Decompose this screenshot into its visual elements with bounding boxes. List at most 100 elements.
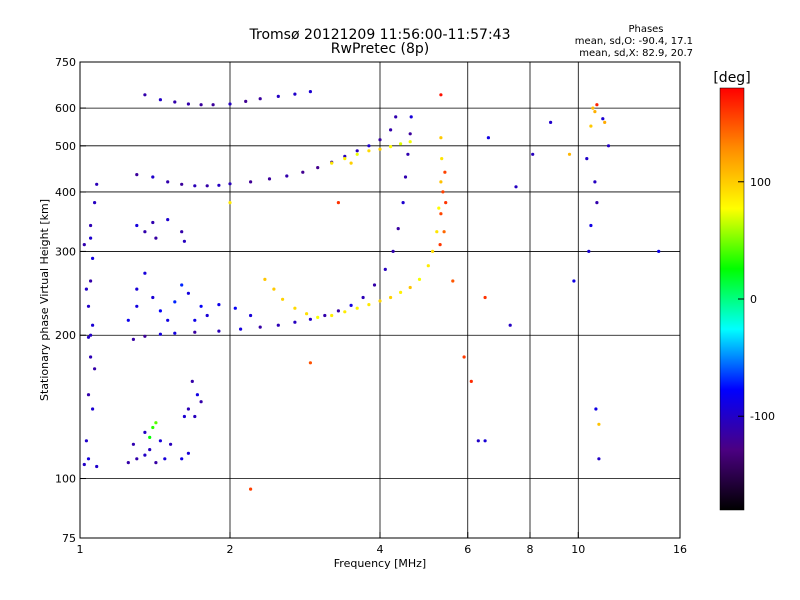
data-point [199,400,203,404]
data-point [476,439,480,443]
data-point [195,393,199,397]
data-point [89,355,93,359]
data-point [205,184,209,188]
data-point [258,97,262,101]
data-point [163,457,167,461]
data-point [89,279,93,283]
data-point [572,279,576,283]
x-tick-label: 2 [227,543,234,556]
data-point [199,103,203,107]
chart-subtitle: RwPretec (8p) [331,41,429,57]
data-point [228,102,232,106]
data-point [173,331,177,335]
data-point [193,414,197,419]
data-point [442,230,446,234]
data-point [86,457,91,461]
data-point [293,320,297,324]
data-point [606,144,611,148]
data-point [372,283,377,287]
data-point [135,457,139,461]
data-point [367,144,371,148]
data-point [95,464,99,469]
data-point [439,136,443,140]
data-point [589,223,593,228]
colorbar-tick-label: -100 [750,410,775,423]
data-point [587,249,591,253]
data-point [316,166,320,170]
data-point [514,185,518,189]
data-point [180,230,184,234]
data-point [378,138,382,142]
data-point [441,190,445,194]
data-point [93,201,97,205]
data-point [148,435,152,439]
data-point [126,461,130,465]
data-point [361,295,365,300]
colorbar-tick-label: 0 [750,293,757,306]
data-point [336,201,340,205]
data-point [389,145,393,149]
y-tick-label: 400 [55,186,76,199]
data-point [151,175,155,179]
data-point [93,367,97,371]
data-point [86,335,91,339]
data-point [151,220,155,225]
data-point [239,327,243,331]
data-point [151,295,155,300]
data-point [186,291,190,295]
data-point [233,306,237,310]
data-point [193,184,197,188]
data-point [567,152,572,156]
data-point [308,90,312,94]
data-point [228,182,232,186]
data-point [89,223,93,228]
data-point [389,295,393,300]
data-point [440,157,444,161]
data-point [408,132,412,136]
x-tick-label: 4 [377,543,384,556]
data-point [173,100,177,104]
data-point [301,170,305,174]
y-tick-label: 300 [55,245,76,258]
data-point [276,94,280,98]
data-point [180,457,184,461]
x-tick-label: 8 [527,543,534,556]
data-point [383,267,387,271]
data-point [143,230,147,234]
data-point [367,303,371,307]
data-point [439,180,443,184]
data-point [439,93,443,97]
data-point [330,161,334,165]
data-point [166,180,170,184]
data-point [451,279,455,283]
data-point [272,287,276,291]
y-tick-label: 75 [62,532,76,545]
data-point [593,180,597,184]
data-point [249,487,253,491]
data-point [483,295,487,300]
chart-title: Tromsø 20121209 11:56:00-11:57:43 [249,27,511,43]
data-point [205,313,209,318]
data-point [355,149,359,153]
grid-lines [80,62,680,538]
data-point [95,182,99,186]
data-point [126,318,130,322]
data-point [199,304,203,308]
data-point [281,297,285,301]
data-point [190,379,194,383]
data-point [276,323,280,327]
data-point [186,102,190,106]
data-point [166,318,170,322]
data-point [151,425,155,430]
data-point [249,180,253,184]
data-point [293,92,297,96]
data-point [154,421,158,425]
data-point [444,201,448,205]
y-tick-label: 200 [55,329,76,342]
data-point [89,236,93,240]
data-point [426,264,430,268]
data-point [394,115,398,119]
data-point [349,303,353,307]
data-point [343,310,347,314]
